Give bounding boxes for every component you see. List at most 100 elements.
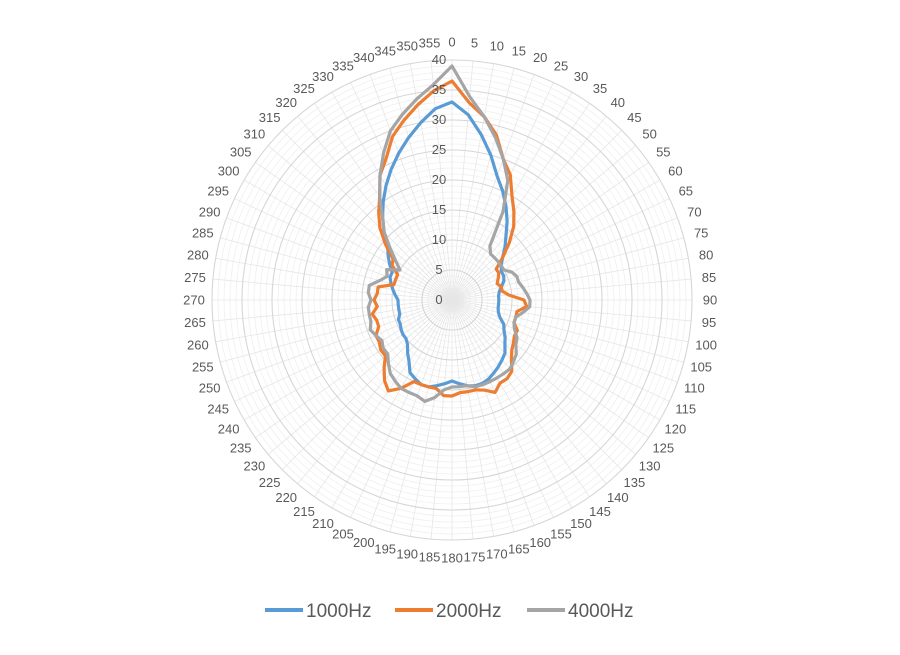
angle-tick-label: 120 xyxy=(665,422,687,437)
angle-tick-label: 180 xyxy=(441,551,463,566)
angle-tick-label: 135 xyxy=(624,475,646,490)
angle-tick-label: 240 xyxy=(218,422,240,437)
angle-tick-label: 295 xyxy=(207,184,229,199)
major-grid-circle xyxy=(421,269,483,331)
angle-tick-label: 130 xyxy=(639,458,661,473)
angle-tick-label: 105 xyxy=(690,359,712,374)
angle-tick-label: 325 xyxy=(293,81,315,96)
angle-tick-label: 255 xyxy=(192,359,214,374)
radial-tick-label: 10 xyxy=(432,232,446,247)
angle-tick-label: 230 xyxy=(244,458,266,473)
radial-tick-label: 5 xyxy=(435,262,442,277)
radial-tick-label: 25 xyxy=(432,142,446,157)
radar-grid xyxy=(211,59,693,541)
angle-tick-label: 145 xyxy=(589,504,611,519)
angle-tick-label: 305 xyxy=(230,145,252,160)
angle-tick-label: 270 xyxy=(183,293,205,308)
angle-tick-label: 0 xyxy=(448,35,455,50)
angle-tick-label: 225 xyxy=(259,475,281,490)
series-line-4000Hz xyxy=(366,64,532,403)
radial-tick-label: 40 xyxy=(432,52,446,67)
angle-tick-label: 185 xyxy=(419,550,441,565)
legend-label-4000Hz: 4000Hz xyxy=(568,601,634,622)
angle-tick-label: 150 xyxy=(570,516,592,531)
angle-tick-label: 160 xyxy=(529,535,551,550)
angle-tick-label: 40 xyxy=(611,95,625,110)
angle-tick-label: 210 xyxy=(312,516,334,531)
angle-tick-label: 165 xyxy=(508,542,530,557)
angle-tick-label: 275 xyxy=(184,270,206,285)
angle-tick-label: 220 xyxy=(275,490,297,505)
legend-label-1000Hz: 1000Hz xyxy=(306,601,372,622)
angle-tick-label: 115 xyxy=(675,402,696,417)
angle-tick-label: 190 xyxy=(396,547,418,562)
radial-tick-label: 0 xyxy=(435,292,442,307)
angle-tick-label: 215 xyxy=(293,504,315,519)
angle-tick-label: 85 xyxy=(702,270,716,285)
series-line-1000Hz xyxy=(381,100,509,389)
radial-tick-label: 20 xyxy=(432,172,446,187)
angle-tick-label: 285 xyxy=(192,226,214,241)
angle-tick-label: 95 xyxy=(702,315,716,330)
radial-tick-label: 15 xyxy=(432,202,446,217)
major-grid-circle xyxy=(301,149,603,451)
angle-tick-label: 310 xyxy=(244,127,266,142)
major-grid-circle xyxy=(241,89,663,511)
angle-tick-label: 280 xyxy=(187,248,209,263)
angle-tick-label: 195 xyxy=(374,542,396,557)
angle-tick-label: 65 xyxy=(679,184,693,199)
angle-tick-label: 290 xyxy=(199,204,221,219)
angle-tick-label: 140 xyxy=(607,490,629,505)
angle-tick-label: 20 xyxy=(533,50,547,65)
angle-tick-label: 245 xyxy=(207,402,229,417)
angle-tick-label: 315 xyxy=(259,110,281,125)
angle-tick-label: 170 xyxy=(486,547,508,562)
angle-tick-label: 50 xyxy=(642,127,656,142)
angle-tick-label: 110 xyxy=(684,381,705,396)
angle-tick-label: 250 xyxy=(199,381,221,396)
angle-tick-label: 330 xyxy=(312,69,334,84)
angle-tick-label: 70 xyxy=(687,204,701,219)
angle-tick-label: 335 xyxy=(332,59,354,74)
angle-tick-label: 345 xyxy=(374,43,396,58)
major-grid-circle xyxy=(331,179,573,421)
series-line-2000Hz xyxy=(370,79,529,398)
major-grid-circle xyxy=(361,209,543,391)
chart-legend: 1000Hz 2000Hz 4000Hz xyxy=(265,601,634,622)
angle-tick-label: 75 xyxy=(694,226,708,241)
angle-tick-label: 55 xyxy=(656,145,670,160)
angle-tick-label: 10 xyxy=(490,38,504,53)
angle-tick-label: 5 xyxy=(471,36,478,51)
angle-tick-label: 200 xyxy=(353,535,375,550)
angle-tick-label: 15 xyxy=(512,43,526,58)
major-grid-circle xyxy=(211,59,693,541)
angle-tick-label: 60 xyxy=(668,164,682,179)
angle-tick-label: 300 xyxy=(218,164,240,179)
angle-tick-label: 45 xyxy=(627,110,641,125)
angle-tick-label: 260 xyxy=(187,337,209,352)
angle-tick-label: 100 xyxy=(695,337,717,352)
angle-tick-label: 30 xyxy=(574,69,588,84)
angle-tick-label: 125 xyxy=(652,441,674,456)
major-grid-circle xyxy=(271,119,633,481)
angle-tick-label: 80 xyxy=(699,248,713,263)
angle-tick-label: 155 xyxy=(550,526,572,541)
radial-tick-label: 35 xyxy=(432,82,446,97)
radial-tick-label: 30 xyxy=(432,112,446,127)
angle-tick-label: 340 xyxy=(353,50,375,65)
major-grid-circle xyxy=(391,239,513,361)
angle-tick-label: 265 xyxy=(184,315,206,330)
angle-tick-label: 355 xyxy=(419,36,441,51)
angle-tick-label: 25 xyxy=(554,59,568,74)
angle-tick-label: 175 xyxy=(464,550,486,565)
angle-tick-label: 205 xyxy=(332,526,354,541)
angle-tick-label: 235 xyxy=(230,441,252,456)
angle-tick-label: 350 xyxy=(396,38,418,53)
angle-tick-label: 320 xyxy=(275,95,297,110)
angle-tick-label: 90 xyxy=(703,293,717,308)
angle-tick-label: 35 xyxy=(593,81,607,96)
radar-series xyxy=(366,64,532,403)
